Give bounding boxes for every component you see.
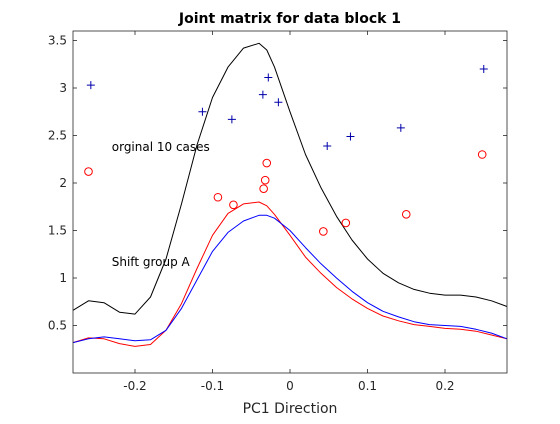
y-tick-label: 0.5	[48, 319, 67, 333]
plus-marker-2	[227, 115, 236, 124]
series-line-0	[72, 42, 508, 315]
plot-area	[73, 31, 507, 373]
y-tick-label: 1.5	[48, 224, 67, 238]
x-axis-label: PC1 Direction	[243, 401, 338, 417]
circle-marker-0	[84, 167, 93, 176]
y-tick-label: 1	[59, 271, 67, 285]
x-tick-label: 0.1	[358, 379, 377, 393]
annotation-0: orginal 10 cases	[112, 140, 210, 154]
plus-marker-8	[396, 123, 405, 132]
tick-layer: -0.2 -0.1 0 0.1 0.2 0.5 1 1.5 2 2.5 3 3.5	[48, 31, 507, 393]
plus-marker-6	[323, 141, 332, 150]
circle-marker-8	[401, 210, 411, 219]
circle-marker-4	[260, 175, 270, 185]
series-layer	[72, 42, 508, 347]
x-tick-label: 0	[286, 379, 294, 393]
circle-marker-6	[319, 227, 328, 236]
circle-marker-7	[341, 218, 351, 228]
x-tick-label: 0.2	[435, 379, 454, 393]
plus-marker-4	[264, 73, 273, 82]
chart-title: Joint matrix for data block 1	[178, 11, 401, 27]
plus-marker-5	[274, 98, 283, 107]
plus-marker-9	[479, 65, 488, 73]
y-tick-label: 2	[59, 176, 67, 190]
y-tick-label: 3.5	[48, 34, 67, 48]
circle-marker-9	[477, 150, 487, 159]
plus-marker-0	[86, 81, 95, 90]
y-tick-label: 3	[59, 81, 67, 95]
plus-marker-3	[258, 90, 267, 99]
x-tick-label: -0.2	[123, 379, 146, 393]
plus-marker-7	[346, 132, 355, 141]
circle-marker-1	[213, 192, 223, 202]
y-tick-label: 2.5	[48, 129, 67, 143]
circle-marker-2	[229, 200, 238, 210]
series-line-2	[72, 214, 508, 344]
plus-marker-1	[198, 107, 207, 116]
annotation-1: Shift group A	[112, 255, 191, 269]
annotation-layer: orginal 10 cases Shift group A	[112, 140, 210, 269]
x-tick-label: -0.1	[201, 379, 224, 393]
circle-marker-3	[259, 184, 268, 193]
circle-marker-5	[262, 158, 272, 168]
